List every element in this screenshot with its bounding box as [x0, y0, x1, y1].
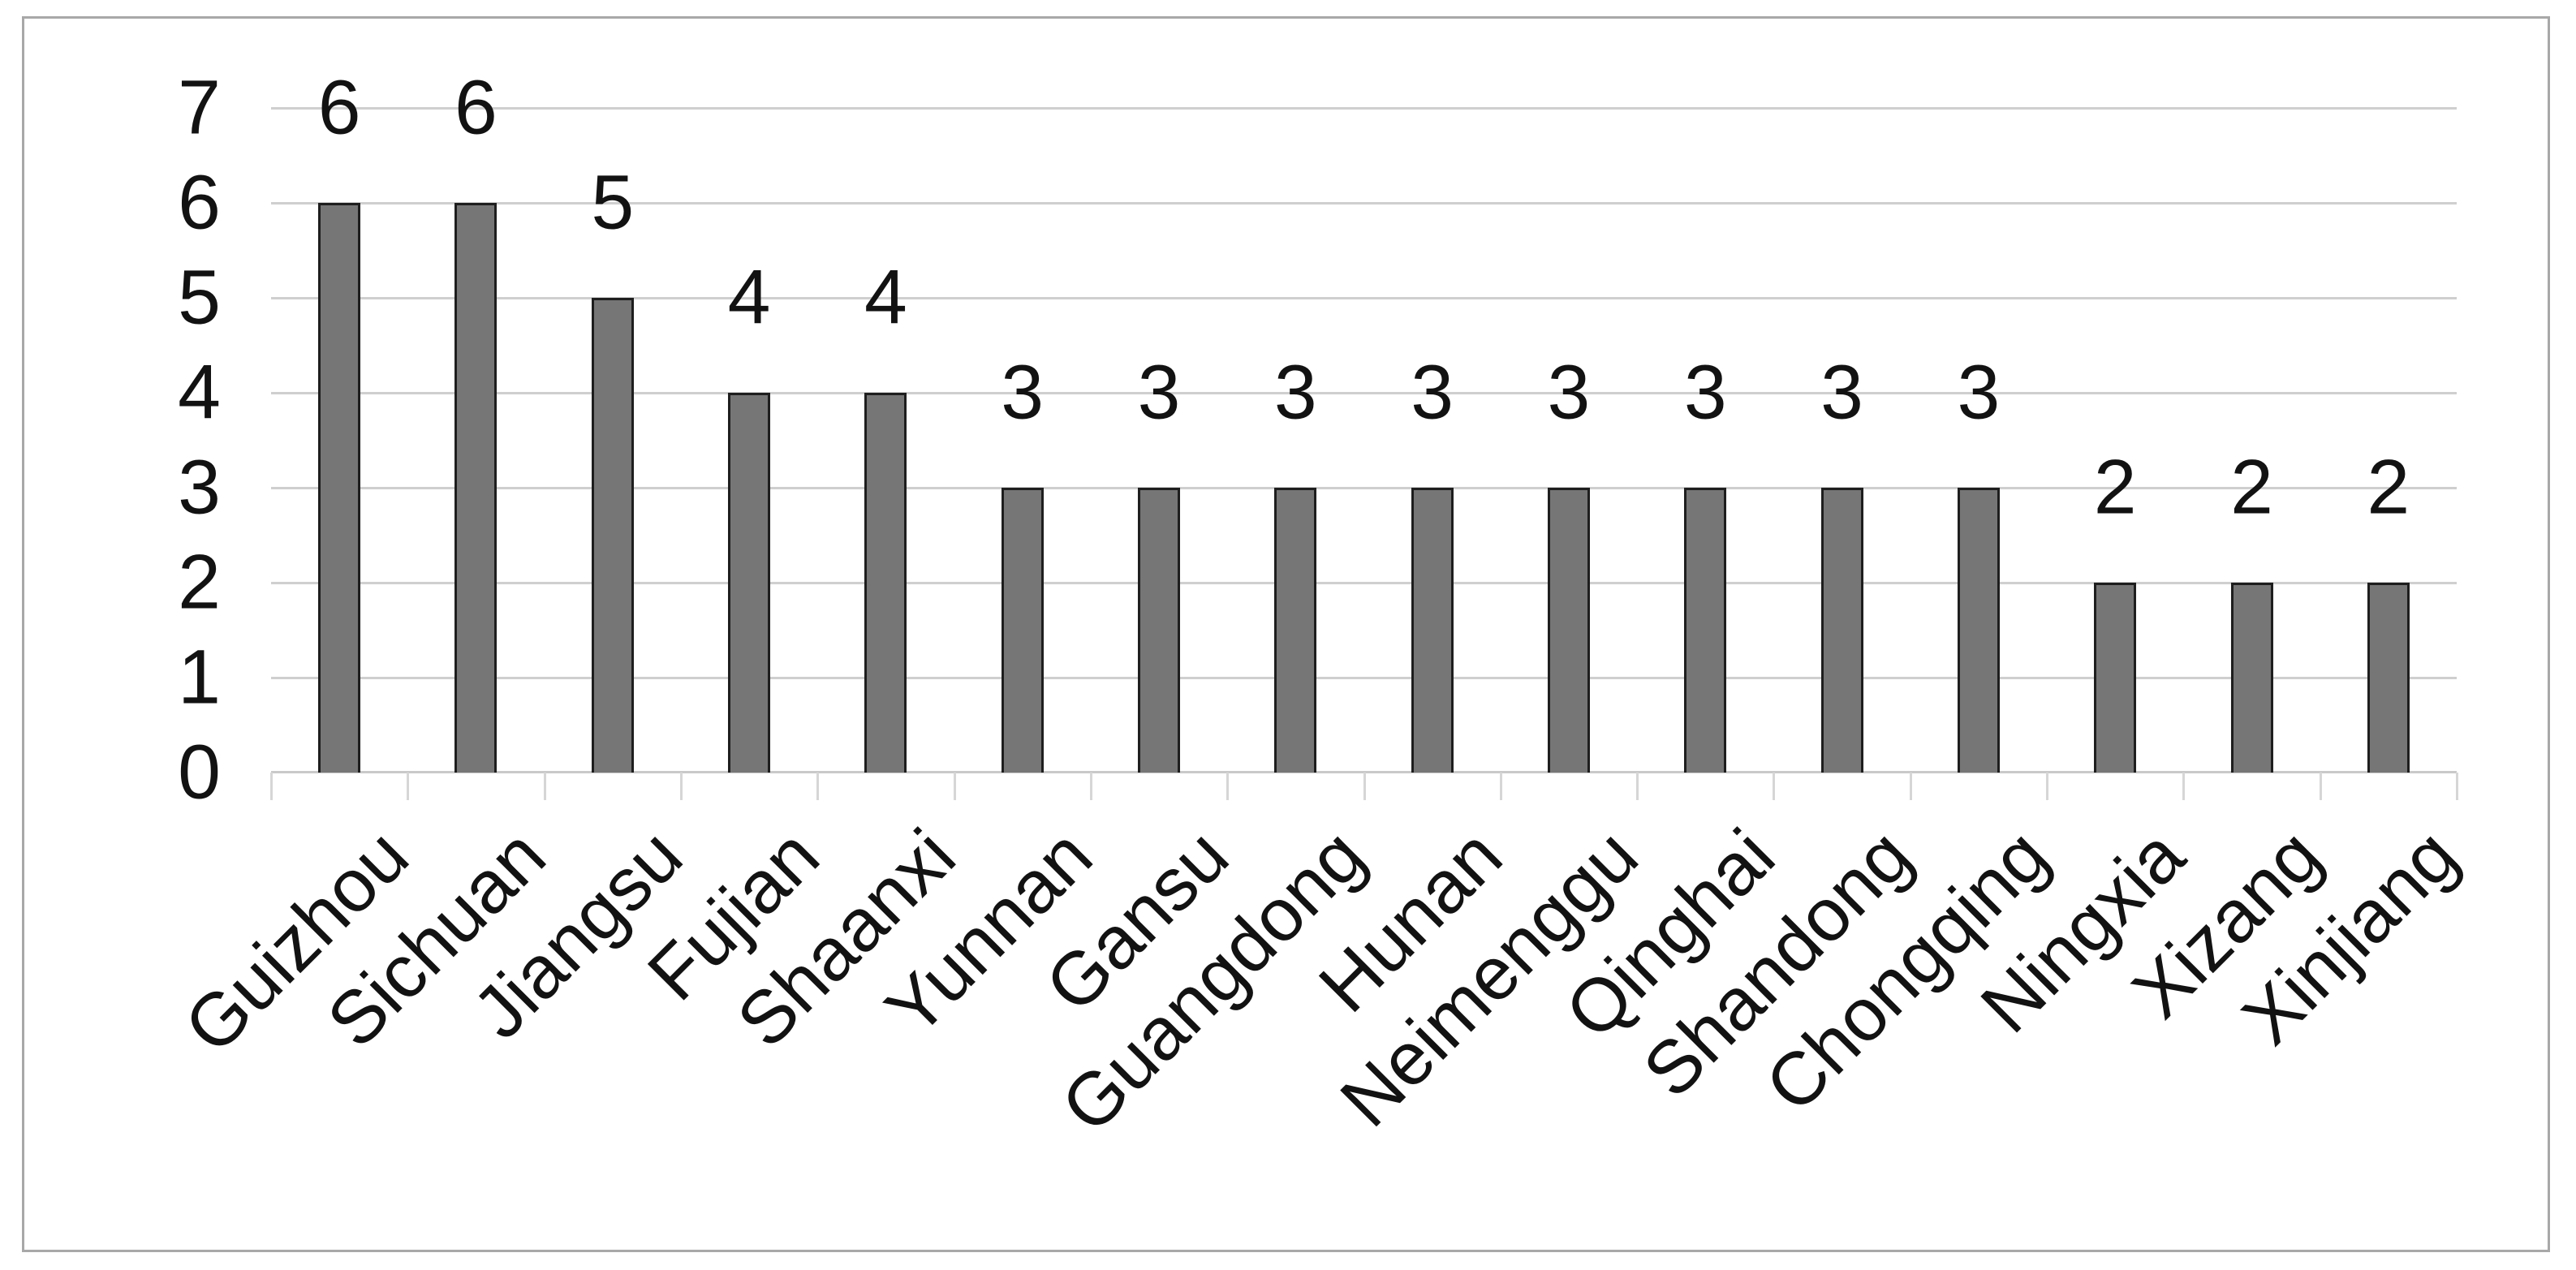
- bar-fujian: [728, 393, 771, 773]
- x-axis-tick: [1499, 773, 1502, 800]
- bar-qinghai: [1684, 488, 1727, 773]
- bar-value-label: 3: [1957, 349, 2001, 436]
- bar-value-label: 3: [1137, 349, 1181, 436]
- x-axis-tick: [953, 773, 956, 800]
- bar-jiangsu: [591, 298, 634, 773]
- bar-value-label: 6: [317, 64, 361, 151]
- y-tick-label: 1: [178, 634, 221, 721]
- bar-value-label: 3: [1411, 349, 1454, 436]
- bar-value-label: 2: [2093, 444, 2137, 531]
- x-axis-tick: [2456, 773, 2458, 800]
- y-tick-label: 0: [178, 729, 221, 816]
- bar-value-label: 4: [727, 254, 771, 341]
- gridline: [271, 487, 2457, 489]
- bar-hunan: [1411, 488, 1454, 773]
- x-axis-tick: [1226, 773, 1230, 800]
- bar-value-label: 3: [1273, 349, 1317, 436]
- bar-value-label: 2: [2367, 444, 2410, 531]
- bar-shaanxi: [864, 393, 907, 773]
- gridline: [271, 297, 2457, 299]
- x-axis-tick: [1636, 773, 1639, 800]
- y-tick-label: 2: [178, 539, 221, 626]
- bar-value-label: 3: [1547, 349, 1591, 436]
- bar-value-label: 2: [2230, 444, 2273, 531]
- x-axis-tick: [270, 773, 273, 800]
- bar-gansu: [1138, 488, 1181, 773]
- x-axis-tick: [1363, 773, 1366, 800]
- gridline: [271, 392, 2457, 394]
- bar-value-label: 6: [454, 64, 498, 151]
- x-axis-tick: [1773, 773, 1776, 800]
- bar-guizhou: [318, 203, 361, 773]
- gridline: [271, 202, 2457, 204]
- gridline: [271, 582, 2457, 584]
- bar-value-label: 4: [864, 254, 907, 341]
- bar-value-label: 5: [591, 159, 635, 246]
- bar-yunnan: [1001, 488, 1044, 773]
- bar-xinjiang: [2367, 583, 2410, 773]
- bar-guangdong: [1274, 488, 1317, 773]
- bar-sichuan: [454, 203, 498, 773]
- y-tick-label: 6: [178, 159, 221, 246]
- x-axis-tick: [407, 773, 410, 800]
- x-axis-tick: [816, 773, 820, 800]
- x-axis-tick: [1089, 773, 1092, 800]
- x-axis-tick: [2319, 773, 2322, 800]
- x-axis-tick: [2182, 773, 2186, 800]
- bar-shandong: [1820, 488, 1863, 773]
- bar-chongqing: [1957, 488, 2000, 773]
- bar-value-label: 3: [1001, 349, 1045, 436]
- x-axis-line: [271, 771, 2457, 773]
- bar-xizang: [2230, 583, 2273, 773]
- x-axis-tick: [679, 773, 683, 800]
- x-axis-tick: [1909, 773, 1912, 800]
- gridline: [271, 677, 2457, 679]
- y-tick-label: 3: [178, 444, 221, 531]
- y-tick-label: 5: [178, 254, 221, 341]
- y-tick-label: 7: [178, 64, 221, 151]
- bar-value-label: 3: [1683, 349, 1727, 436]
- x-axis-tick: [543, 773, 546, 800]
- gridline: [271, 107, 2457, 110]
- x-axis-tick: [2046, 773, 2049, 800]
- bar-value-label: 3: [1820, 349, 1864, 436]
- y-tick-label: 4: [178, 349, 221, 436]
- bar-ningxia: [2094, 583, 2137, 773]
- bar-neimenggu: [1547, 488, 1590, 773]
